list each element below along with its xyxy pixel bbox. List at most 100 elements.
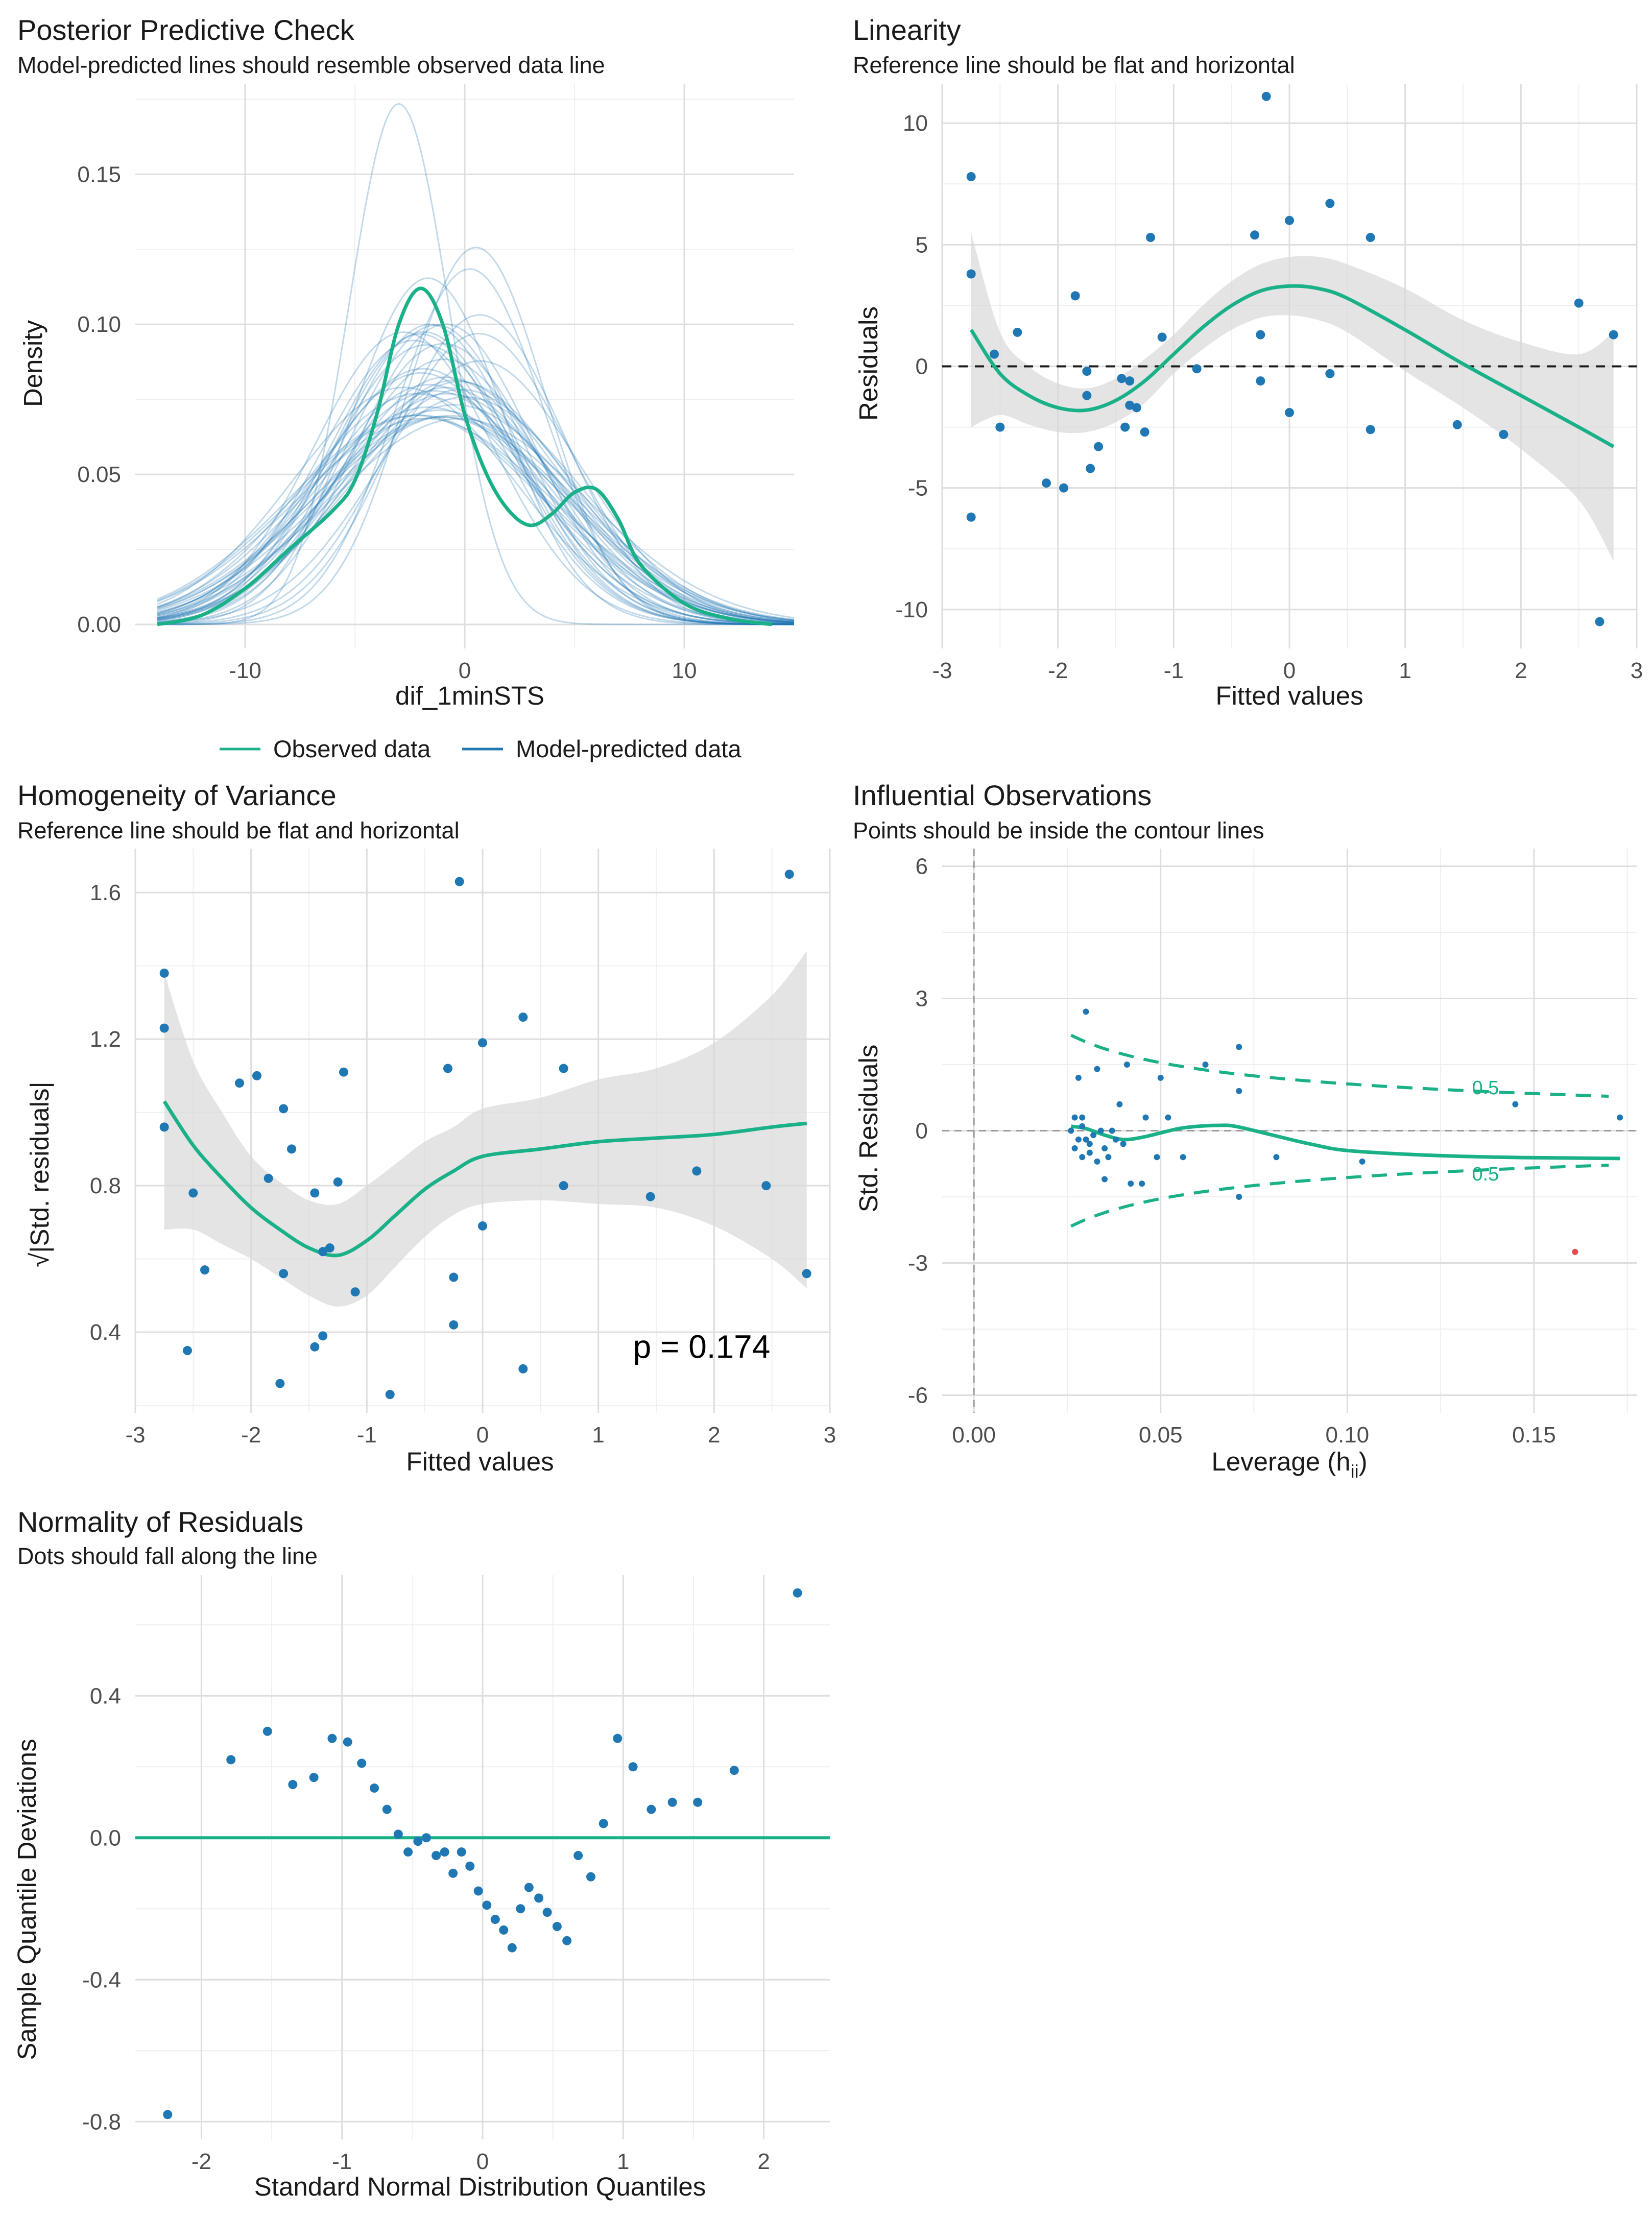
observation-point (1165, 1114, 1171, 1121)
predicted-density-line (157, 393, 795, 624)
residual-point (188, 1188, 198, 1198)
quantile-point (499, 1925, 509, 1935)
predicted-density-line (157, 406, 795, 623)
x-tick-label: 0.00 (952, 1423, 996, 1448)
residual-point (159, 1023, 169, 1033)
quantile-point (562, 1936, 572, 1945)
residual-point (1146, 233, 1155, 243)
residual-point (1325, 199, 1335, 208)
quantile-point (647, 1804, 656, 1814)
residual-point (1086, 464, 1095, 473)
panel-title: Normality of Residuals (17, 1506, 303, 1538)
contour-label-lower: 0.5 (1472, 1164, 1499, 1185)
predicted-density-line (157, 387, 795, 623)
observation-point (1094, 1158, 1100, 1165)
observation-point (1102, 1176, 1108, 1183)
quantile-point (598, 1819, 608, 1828)
residual-point (518, 1364, 528, 1373)
predicted-density-line (157, 324, 795, 625)
x-axis-label: Leverage (hii) (1211, 1447, 1367, 1482)
quantile-point (586, 1872, 595, 1882)
residual-point (350, 1287, 360, 1297)
residual-point (1120, 422, 1130, 432)
residual-point (518, 1013, 528, 1022)
observation-point (1154, 1154, 1160, 1161)
y-tick-label: 0.05 (77, 462, 121, 487)
residual-point (1132, 403, 1141, 413)
residual-point (966, 172, 976, 181)
residual-point (264, 1173, 273, 1183)
confidence-ribbon (971, 232, 1614, 561)
y-tick-label: 0.10 (77, 312, 121, 337)
residual-point (159, 1122, 169, 1132)
confidence-ribbon (164, 951, 807, 1307)
x-tick-label: -3 (932, 658, 952, 683)
legend: Observed data Model-predicted data (220, 735, 741, 762)
residual-point (990, 349, 999, 359)
y-tick-label: 1.2 (90, 1027, 121, 1052)
y-tick-label: -0.8 (82, 2109, 121, 2134)
residual-point (183, 1346, 192, 1356)
x-axis-label-main: Leverage (h (1211, 1447, 1350, 1476)
x-tick-label: 0.15 (1512, 1423, 1556, 1448)
x-tick-label: -2 (241, 1423, 261, 1448)
panel-subtitle: Points should be inside the contour line… (853, 817, 1264, 844)
quantile-point (534, 1893, 544, 1903)
observation-point (1512, 1101, 1519, 1107)
predicted-density-line (157, 415, 795, 620)
x-tick-label: 2 (757, 2149, 770, 2174)
observation-point (1079, 1114, 1086, 1121)
y-tick-label: -10 (895, 597, 928, 622)
residual-point (1574, 298, 1584, 308)
legend-predicted-label: Model-predicted data (516, 735, 741, 762)
y-tick-label: 5 (916, 232, 928, 257)
residual-point (325, 1243, 334, 1253)
panel-linearity: Linearity Reference line should be flat … (853, 14, 1643, 710)
x-axis-label: Fitted values (1215, 681, 1363, 710)
observation-point (1273, 1154, 1280, 1161)
x-tick-label: -10 (229, 658, 261, 683)
y-tick-label: 3 (916, 986, 928, 1011)
y-tick-label: 1.6 (90, 880, 121, 905)
x-axis-label: Standard Normal Distribution Quantiles (254, 2172, 706, 2201)
x-tick-label: 0.10 (1326, 1423, 1370, 1448)
residual-point (645, 1192, 655, 1201)
observation-point (1083, 1008, 1089, 1015)
residual-point (279, 1104, 289, 1114)
observation-point (1180, 1154, 1186, 1161)
predicted-density-line (157, 331, 795, 625)
quantile-point (516, 1904, 525, 1914)
residual-point (1609, 330, 1618, 340)
residual-point (1082, 367, 1092, 376)
observation-point (1157, 1074, 1164, 1081)
y-tick-label: 0.00 (77, 612, 121, 637)
quantile-point (163, 2110, 173, 2119)
observation-point (1202, 1062, 1209, 1068)
residual-point (1366, 233, 1375, 243)
residual-point (966, 269, 976, 279)
predicted-density-line (157, 103, 794, 625)
residual-point (454, 877, 464, 886)
influential-point (1572, 1248, 1578, 1255)
x-tick-label: 3 (1631, 658, 1643, 683)
residual-point (1140, 427, 1150, 437)
residual-point (449, 1320, 459, 1330)
residual-point (449, 1272, 459, 1282)
residual-point (559, 1064, 568, 1073)
residual-point (252, 1071, 261, 1080)
residual-point (995, 422, 1005, 432)
x-tick-label: -1 (357, 1423, 377, 1448)
observation-point (1102, 1145, 1108, 1152)
residual-point (1366, 425, 1375, 435)
quantile-point (613, 1733, 623, 1743)
panel-subtitle: Reference line should be flat and horizo… (17, 817, 460, 844)
predicted-density-line (157, 344, 795, 625)
predicted-density-line (157, 381, 795, 623)
plot-area-influence: 0.00 0.05 0.10 0.15 -6 -3 0 3 6 0.5 0.5 (908, 849, 1637, 1448)
x-tick-label: -2 (191, 2149, 211, 2174)
panel-homogeneity-of-variance: Homogeneity of Variance Reference line s… (17, 779, 836, 1476)
quantile-point (357, 1758, 367, 1768)
residual-point (1256, 330, 1265, 340)
observation-point (1113, 1136, 1119, 1143)
